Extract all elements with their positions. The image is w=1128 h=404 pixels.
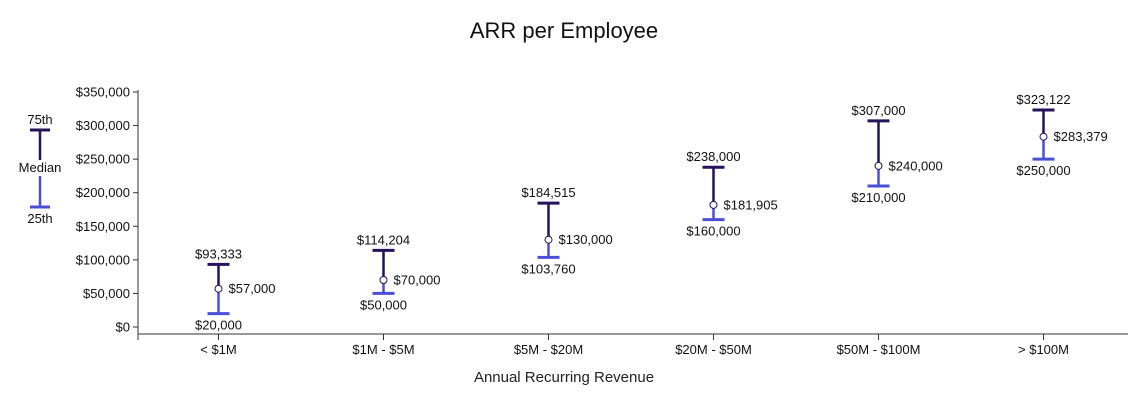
p75-data-label: $307,000: [851, 103, 905, 118]
median-data-label: $130,000: [559, 232, 613, 247]
p25-data-label: $20,000: [195, 318, 242, 333]
y-tick-label: $0: [116, 320, 130, 335]
median-data-label: $240,000: [889, 158, 943, 173]
p75-data-label: $238,000: [686, 149, 740, 164]
x-tick-label: $5M - $20M: [514, 342, 583, 357]
median-data-label: $57,000: [229, 281, 276, 296]
y-tick-label: $250,000: [76, 152, 130, 167]
x-tick-label: > $100M: [1018, 342, 1069, 357]
p25-data-label: $50,000: [360, 297, 407, 312]
median-point: [214, 284, 223, 293]
x-tick-label: $20M - $50M: [675, 342, 752, 357]
p75-data-label: $114,204: [357, 232, 410, 247]
y-tick-label: $300,000: [76, 118, 130, 133]
x-axis-label-text: Annual Recurring Revenue: [473, 369, 655, 386]
median-point: [874, 161, 883, 170]
p25-data-label: $210,000: [851, 190, 905, 205]
y-tick-label: $50,000: [83, 286, 130, 301]
median-point: [1039, 132, 1048, 141]
p75-data-label: $323,122: [1016, 92, 1070, 107]
median-point: [709, 200, 718, 209]
legend-median-label: Median: [19, 160, 62, 175]
median-point: [379, 276, 388, 284]
p25-data-label: $250,000: [1016, 163, 1070, 178]
p25-data-label: $103,760: [521, 261, 575, 276]
median-data-label: $283,379: [1054, 129, 1108, 144]
p75-data-label: $184,515: [521, 185, 575, 200]
p75-data-label: $93,333: [195, 246, 242, 261]
x-tick-label: $1M - $5M: [352, 342, 414, 357]
x-tick-label: $50M - $100M: [837, 342, 921, 357]
x-tick-label: < $1M: [200, 342, 237, 357]
legend-lower-label: 25th: [27, 211, 52, 226]
y-tick-label: $200,000: [76, 185, 130, 200]
y-tick-label: $350,000: [76, 85, 130, 100]
median-data-label: $70,000: [394, 273, 441, 288]
y-tick-label: $100,000: [76, 252, 130, 267]
median-point: [544, 235, 553, 244]
chart-title: ARR per Employee: [469, 18, 659, 43]
y-tick-label: $150,000: [76, 219, 130, 234]
legend-upper-label: 75th: [27, 112, 52, 127]
x-axis-label: Annual Recurring Revenue: [0, 369, 1128, 386]
p25-data-label: $160,000: [686, 224, 740, 239]
median-data-label: $181,905: [724, 197, 778, 212]
